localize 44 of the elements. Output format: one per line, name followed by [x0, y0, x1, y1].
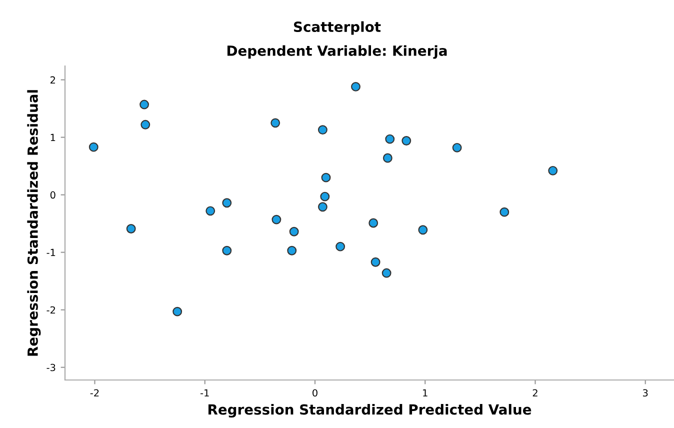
point [382, 153, 392, 163]
point [548, 166, 558, 176]
point [351, 82, 360, 92]
y-tick-label: 0 [50, 191, 56, 199]
y-tick-label: 1 [50, 134, 56, 142]
point [270, 118, 280, 128]
point [320, 192, 330, 202]
point [126, 224, 136, 234]
point [368, 218, 378, 228]
point [172, 306, 182, 316]
point [272, 214, 282, 224]
y-tick-label: -1 [46, 248, 56, 256]
chart-subtitle: Dependent Variable: Kinerja [227, 45, 447, 59]
x-tick-label: -1 [200, 389, 209, 396]
y-tick-label: -3 [46, 364, 56, 372]
point [500, 207, 510, 217]
y-tick-label: -2 [46, 306, 55, 314]
point [318, 202, 328, 212]
point [321, 172, 331, 182]
point [289, 226, 299, 236]
point [318, 125, 328, 135]
chart-title: Scatterplot [294, 21, 381, 35]
x-axis-title: Regression Standardized Predicted Value [208, 404, 532, 418]
y-axis-title: Regression Standardized Residual [27, 90, 41, 356]
point [418, 225, 428, 235]
point [287, 246, 297, 256]
point [140, 100, 150, 110]
point [206, 206, 216, 216]
point [222, 246, 232, 256]
point [222, 198, 232, 208]
x-tick-label: 2 [532, 389, 538, 396]
point [88, 142, 98, 152]
x-tick-label: 3 [643, 389, 648, 397]
x-tick-label: 0 [312, 389, 318, 397]
point [452, 142, 462, 152]
x-tick-label: -2 [90, 389, 99, 396]
y-tick-label: 2 [50, 76, 55, 84]
point [402, 136, 412, 146]
point [382, 268, 392, 278]
point [336, 242, 346, 252]
point [385, 134, 395, 144]
x-tick-label: 1 [423, 389, 428, 396]
point [370, 257, 380, 267]
point [140, 120, 150, 130]
